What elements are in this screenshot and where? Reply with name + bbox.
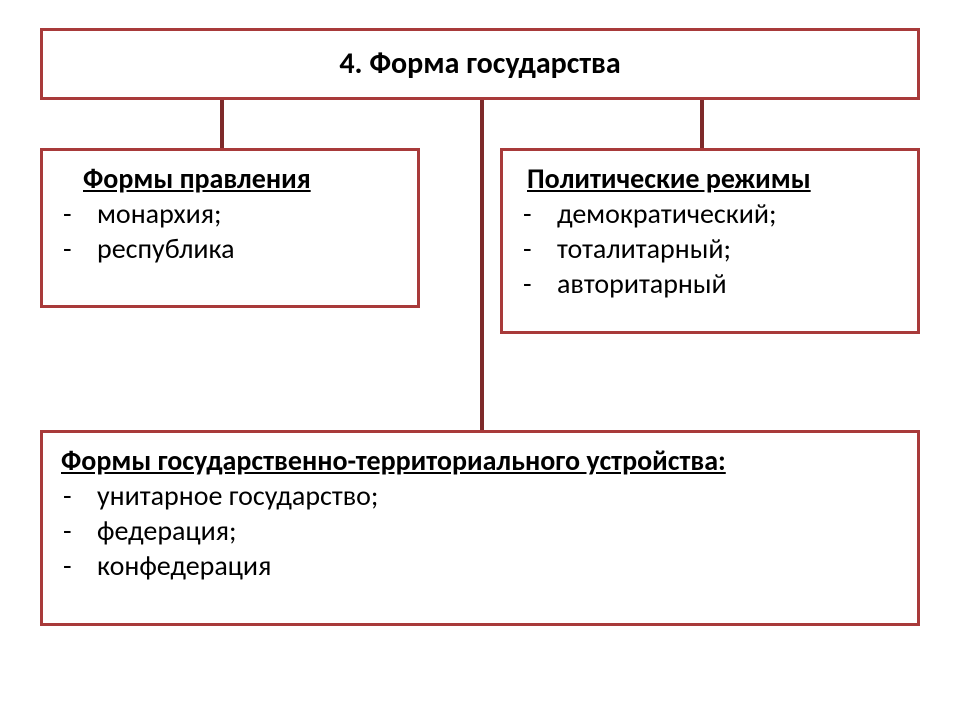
bottom-item-0: -унитарное государство;	[63, 478, 899, 513]
right-heading: Политические режимы	[527, 161, 811, 196]
dash-icon: -	[63, 513, 97, 548]
left-heading-line: Формы правления	[83, 161, 399, 196]
bottom-item-2: -конфедерация	[63, 548, 899, 583]
left-item-0: -монархия;	[63, 196, 399, 231]
right-item-2: -авторитарный	[523, 266, 899, 301]
dash-icon: -	[63, 478, 97, 513]
dash-icon: -	[523, 266, 557, 301]
bottom-heading: Формы государственно-территориального ус…	[61, 443, 726, 478]
dash-icon: -	[523, 196, 557, 231]
title-box: 4. Форма государства	[40, 28, 920, 100]
title-text: 4. Форма государства	[339, 45, 620, 83]
bottom-heading-line: Формы государственно-территориального ус…	[61, 443, 899, 478]
right-box: Политические режимы -демократический; -т…	[500, 148, 920, 334]
right-item-1: -тоталитарный;	[523, 231, 899, 266]
connector-middle	[480, 100, 484, 430]
left-item-1: -республика	[63, 231, 399, 266]
right-heading-line: Политические режимы	[527, 161, 899, 196]
left-heading: Формы правления	[83, 161, 311, 196]
dash-icon: -	[63, 196, 97, 231]
connector-right	[700, 100, 704, 148]
bottom-box: Формы государственно-территориального ус…	[40, 430, 920, 626]
left-box: Формы правления -монархия; -республика	[40, 148, 420, 308]
connector-left	[220, 100, 224, 148]
dash-icon: -	[63, 548, 97, 583]
bottom-item-1: -федерация;	[63, 513, 899, 548]
dash-icon: -	[63, 231, 97, 266]
dash-icon: -	[523, 231, 557, 266]
right-item-0: -демократический;	[523, 196, 899, 231]
